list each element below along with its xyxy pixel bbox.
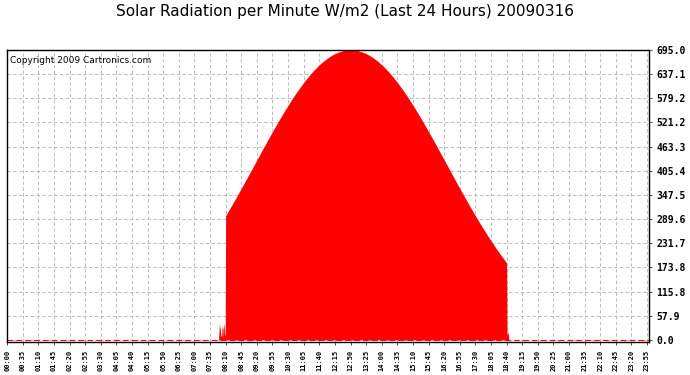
Text: Copyright 2009 Cartronics.com: Copyright 2009 Cartronics.com [10, 56, 152, 64]
Text: Solar Radiation per Minute W/m2 (Last 24 Hours) 20090316: Solar Radiation per Minute W/m2 (Last 24… [116, 4, 574, 19]
